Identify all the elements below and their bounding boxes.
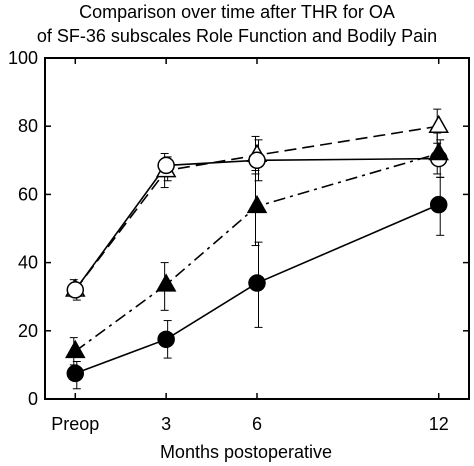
chart-title-line-2: of SF-36 subscales Role Function and Bod… bbox=[37, 26, 437, 46]
y-tick-label: 0 bbox=[28, 389, 38, 409]
x-axis-title: Months postoperative bbox=[160, 442, 332, 462]
data-point-filled-circle bbox=[157, 330, 175, 349]
x-tick-label: 6 bbox=[252, 414, 262, 434]
x-tick-label: 3 bbox=[161, 414, 171, 434]
data-point-filled-circle bbox=[248, 274, 266, 292]
series-line bbox=[74, 157, 439, 291]
series-line bbox=[74, 152, 439, 352]
y-tick-label: 20 bbox=[18, 321, 38, 341]
y-axis: 0 20 40 60 80 100 bbox=[8, 48, 469, 409]
plot-area bbox=[44, 57, 470, 400]
x-tick-label: 12 bbox=[429, 414, 449, 434]
data-point-filled-triangle bbox=[428, 142, 449, 161]
data-point-filled-circle bbox=[66, 364, 85, 383]
data-point-open-circle bbox=[157, 156, 175, 175]
y-tick-label: 100 bbox=[8, 48, 38, 68]
y-tick-label: 40 bbox=[18, 253, 38, 273]
data-point-filled-triangle bbox=[155, 273, 177, 292]
plot-frame bbox=[44, 57, 470, 400]
data-point-filled-triangle bbox=[65, 339, 86, 359]
x-axis: Preop 3 6 12 bbox=[51, 58, 449, 434]
x-tick-label: Preop bbox=[51, 414, 99, 434]
series-4-markers bbox=[66, 195, 448, 383]
data-point-open-triangle bbox=[428, 114, 449, 134]
data-point-filled-circle bbox=[429, 195, 448, 214]
series-layer bbox=[65, 108, 449, 390]
series-3-markers bbox=[65, 142, 449, 359]
series-line bbox=[74, 125, 439, 291]
y-tick-label: 80 bbox=[18, 116, 38, 136]
data-point-open-circle bbox=[248, 151, 266, 170]
series-line bbox=[75, 203, 440, 375]
y-tick-label: 60 bbox=[18, 184, 38, 204]
data-point-filled-triangle bbox=[246, 194, 268, 214]
data-point-open-circle bbox=[66, 281, 85, 299]
chart-title-line-1: Comparison over time after THR for OA bbox=[79, 2, 395, 22]
